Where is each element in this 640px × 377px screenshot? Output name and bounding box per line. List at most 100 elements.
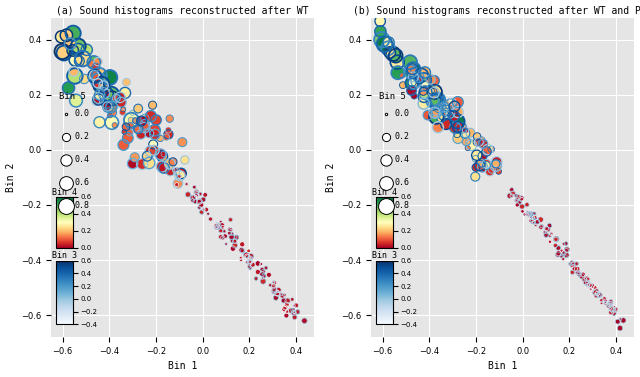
- Text: 0.0: 0.0: [74, 109, 90, 118]
- Point: [460, 130, 470, 136]
- Point: [431, 110, 441, 116]
- Point: [445, 110, 455, 116]
- Point: [470, 156, 481, 162]
- Point: [112, 95, 122, 101]
- Point: [142, 153, 152, 159]
- Point: [289, 310, 299, 316]
- Point: [572, 261, 582, 267]
- Point: [559, 250, 569, 256]
- Point: [265, 282, 275, 288]
- Point: [172, 168, 182, 174]
- Point: [532, 218, 542, 224]
- Point: [140, 115, 150, 121]
- Point: [188, 198, 198, 204]
- Point: [244, 259, 255, 265]
- Point: [376, 37, 387, 43]
- Point: [441, 109, 451, 115]
- Point: [106, 104, 116, 110]
- Point: [429, 90, 439, 96]
- Point: [211, 223, 221, 229]
- Point: [269, 280, 279, 286]
- Point: [282, 308, 292, 314]
- Point: [507, 193, 517, 199]
- Point: [125, 130, 135, 136]
- Point: [516, 196, 527, 202]
- Point: [70, 57, 81, 63]
- Point: [508, 190, 518, 196]
- Point: [172, 182, 182, 188]
- Point: [584, 282, 595, 288]
- Point: [512, 202, 522, 208]
- Point: [423, 112, 433, 118]
- Point: [536, 224, 546, 230]
- Point: [517, 204, 527, 210]
- Point: [268, 279, 278, 285]
- Point: [472, 152, 482, 158]
- Point: [590, 285, 600, 291]
- Point: [211, 225, 221, 231]
- Point: [65, 41, 76, 47]
- Point: [477, 164, 488, 170]
- Point: [472, 152, 482, 158]
- Point: [582, 282, 593, 288]
- Point: [504, 193, 515, 199]
- Point: [431, 109, 441, 115]
- Point: [269, 287, 280, 293]
- Point: [168, 159, 178, 165]
- Point: [561, 241, 571, 247]
- Point: [546, 231, 556, 237]
- Point: [531, 222, 541, 228]
- Point: [172, 168, 182, 174]
- Point: [265, 282, 275, 288]
- Point: [242, 253, 252, 259]
- Point: [89, 72, 99, 78]
- Point: [554, 250, 564, 256]
- Point: [426, 76, 436, 82]
- Point: [511, 193, 522, 199]
- Point: [227, 231, 237, 237]
- Point: [170, 167, 180, 173]
- Point: [603, 300, 613, 306]
- Point: [477, 153, 488, 159]
- Point: [436, 116, 446, 122]
- Point: [146, 113, 156, 119]
- Point: [156, 151, 166, 157]
- Point: [442, 108, 452, 114]
- Point: [398, 82, 408, 88]
- Point: [149, 147, 159, 153]
- Point: [60, 179, 70, 185]
- Point: [605, 302, 616, 308]
- Point: [268, 289, 278, 295]
- Point: [471, 164, 481, 170]
- Point: [573, 270, 584, 276]
- Point: [198, 207, 209, 213]
- Point: [221, 241, 231, 247]
- Point: [452, 118, 463, 124]
- Point: [472, 139, 482, 145]
- Point: [466, 142, 476, 148]
- Point: [73, 43, 83, 49]
- Point: [273, 288, 283, 294]
- Point: [541, 225, 552, 231]
- Point: [582, 276, 592, 282]
- Point: [605, 299, 616, 305]
- Point: [101, 91, 111, 97]
- Point: [419, 77, 429, 83]
- Point: [557, 252, 568, 258]
- Point: [515, 199, 525, 205]
- Point: [269, 280, 279, 286]
- Point: [530, 215, 540, 221]
- Point: [408, 67, 419, 73]
- Point: [429, 78, 439, 84]
- Point: [205, 216, 216, 222]
- Point: [604, 302, 614, 308]
- Point: [225, 227, 236, 233]
- Point: [93, 83, 104, 89]
- Point: [289, 314, 300, 320]
- Point: [201, 207, 211, 213]
- Point: [108, 110, 118, 116]
- Point: [107, 120, 117, 126]
- Point: [198, 206, 209, 212]
- Point: [449, 104, 460, 110]
- Point: [243, 248, 253, 254]
